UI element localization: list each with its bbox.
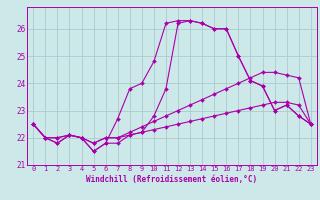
X-axis label: Windchill (Refroidissement éolien,°C): Windchill (Refroidissement éolien,°C) — [86, 175, 258, 184]
